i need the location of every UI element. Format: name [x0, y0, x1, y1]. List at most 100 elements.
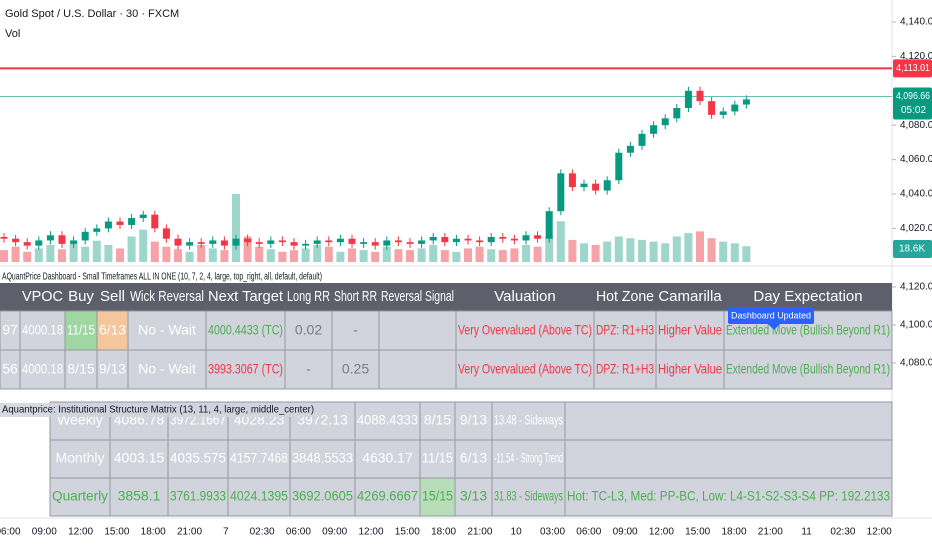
candle-body — [325, 240, 333, 243]
time-label: 06:00 — [576, 527, 601, 538]
dashboard-cell-text: Extended Move (Bullish Beyond R1) — [726, 361, 890, 377]
dashboard-cell-text: Very Overvalued (Above TC) — [458, 361, 592, 377]
volume-bar — [81, 246, 90, 262]
matrix-cell-text: Quarterly — [52, 488, 108, 504]
time-label: 12:00 — [358, 527, 383, 538]
dashboard-header: Buy — [68, 288, 94, 305]
candle-body — [603, 180, 611, 191]
dashboard-cell — [331, 349, 380, 390]
time-label: 10 — [511, 527, 523, 538]
candle-body — [464, 238, 472, 241]
dashboard-caption: AQuantPrice Dashboard - Small Timeframes… — [2, 272, 322, 283]
volume-bar — [533, 246, 542, 262]
volume-bar — [684, 233, 693, 262]
candle-body — [197, 242, 205, 244]
volume-bar — [661, 243, 670, 262]
volume-bar — [220, 250, 229, 262]
dashboard-cell — [205, 349, 286, 390]
candle-body — [302, 243, 310, 246]
volume-bar — [139, 229, 148, 262]
matrix-cell — [354, 477, 421, 517]
dashboard-cell — [455, 349, 595, 390]
matrix-cell-text: 3848.5533 — [292, 450, 353, 466]
volume-bar — [92, 240, 101, 262]
candle-body — [522, 235, 530, 241]
candle-body — [394, 240, 402, 243]
dashboard-cell — [284, 310, 333, 351]
candle-body — [626, 145, 634, 153]
time-label: 21:00 — [467, 527, 492, 538]
dashboard-header: Valuation — [494, 288, 555, 305]
volume-bar — [162, 246, 171, 262]
candle-body — [615, 152, 623, 181]
candle-body — [719, 111, 727, 115]
candle-body — [684, 90, 692, 108]
volume-bar — [429, 245, 438, 262]
candle-body — [290, 242, 298, 246]
time-label: 09:00 — [322, 527, 347, 538]
time-label: 7 — [223, 527, 229, 538]
candle-body — [93, 228, 101, 232]
volume-bar — [696, 231, 704, 262]
volume-bar — [614, 236, 623, 262]
candle-body — [104, 221, 112, 229]
countdown-label: 05:02 — [901, 105, 926, 116]
volume-bar — [243, 236, 252, 262]
matrix-cell-text: 4024.1395 — [230, 488, 288, 504]
volume-bar — [69, 243, 78, 262]
matrix-cell-text: Hot: TC-L3, Med: PP-BC, Low: L4-S1-S2-S3… — [567, 488, 890, 504]
matrix-cell — [354, 439, 421, 479]
volume-bar — [278, 251, 287, 262]
matrix-cell-text: 11/15 — [422, 450, 453, 466]
matrix-cell — [564, 401, 893, 441]
candle-body — [360, 242, 368, 244]
matrix-cell-text: 4157.7468 — [230, 450, 288, 466]
volume-bar — [707, 238, 716, 262]
candle-body — [46, 235, 54, 241]
dashboard-cell-text: - — [306, 361, 311, 377]
matrix-cell-text: 8/15 — [424, 412, 451, 428]
dashboard-header: Reversal Signal — [381, 288, 454, 305]
volume-bar — [649, 241, 658, 262]
dashboard-header-bg — [0, 283, 892, 311]
candle-body — [406, 242, 414, 244]
time-label: 03:00 — [540, 527, 565, 538]
volume-bar — [301, 248, 310, 262]
candle-body — [731, 104, 739, 112]
candle-body — [58, 235, 66, 244]
volume-bar — [336, 251, 345, 262]
time-label: 12:00 — [649, 527, 674, 538]
volume-bar — [127, 236, 136, 262]
matrix-cell-text: 15/15 — [422, 488, 453, 504]
candle-body — [510, 238, 518, 241]
dashboard-cell — [331, 310, 380, 351]
matrix-cell-text: 31.83 - Sideways — [494, 488, 563, 504]
candle-body — [186, 242, 194, 246]
alert-badge — [893, 59, 932, 78]
matrix-cell-text: 4269.6667 — [357, 488, 418, 504]
candle-body — [244, 238, 252, 243]
dashboard-cell-text: 97 — [2, 322, 18, 338]
candle-body — [348, 238, 356, 244]
dashboard-cell — [378, 349, 457, 390]
volume-bar — [197, 245, 206, 262]
candle-body — [742, 99, 750, 105]
volume-bar — [208, 248, 217, 262]
volume-bar — [556, 221, 565, 262]
dashboard-cell — [284, 349, 333, 390]
volume-bar — [313, 245, 322, 262]
volume-bar — [116, 248, 124, 262]
candle-body — [278, 240, 286, 243]
volume-bar — [719, 241, 728, 262]
volume-bar — [290, 250, 298, 262]
dashboard-cell — [19, 310, 66, 351]
candle-body — [313, 240, 321, 244]
lower-price-tick-label: 4,080.00 — [900, 358, 932, 369]
dashboard-cell-text: Very Overvalued (Above TC) — [458, 322, 592, 338]
time-label: 18:00 — [431, 527, 456, 538]
dashboard-header: Next Target — [208, 288, 284, 305]
candle-body — [487, 237, 495, 243]
tooltip-bg — [728, 307, 814, 324]
dashboard-header: Camarilla — [658, 288, 722, 305]
